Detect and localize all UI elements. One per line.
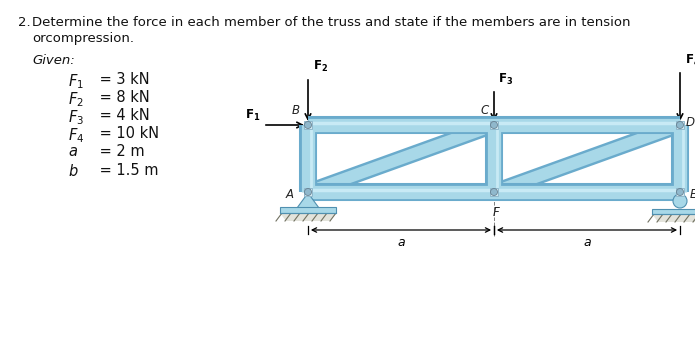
Text: Determine the force in each member of the truss and state if the members are in : Determine the force in each member of th… (32, 16, 630, 29)
Text: $\it{F}_4$: $\it{F}_4$ (68, 126, 84, 145)
Bar (652, 209, 695, 214)
Text: = 3 kN: = 3 kN (95, 72, 149, 87)
Text: = 2 m: = 2 m (95, 144, 145, 159)
Circle shape (491, 189, 498, 195)
Circle shape (304, 121, 311, 129)
Circle shape (673, 194, 687, 208)
Text: B: B (292, 104, 300, 117)
Text: $\mathbf{F_2}$: $\mathbf{F_2}$ (313, 59, 328, 74)
Text: $\it{a}$: $\it{a}$ (68, 144, 78, 159)
Bar (676, 121, 684, 129)
Text: $a$: $a$ (582, 236, 591, 249)
Text: $\it{F}_3$: $\it{F}_3$ (68, 108, 84, 127)
Text: $\mathbf{F_1}$: $\mathbf{F_1}$ (245, 108, 260, 123)
Text: $\it{F}_2$: $\it{F}_2$ (68, 90, 84, 109)
Text: = 10 kN: = 10 kN (95, 126, 159, 141)
Text: $\mathbf{F_3}$: $\mathbf{F_3}$ (498, 72, 513, 87)
Circle shape (304, 189, 311, 195)
Circle shape (676, 121, 683, 129)
Polygon shape (652, 214, 695, 222)
Text: D: D (686, 117, 695, 129)
Text: Given:: Given: (32, 54, 75, 67)
Text: 2.: 2. (18, 16, 31, 29)
Text: A: A (286, 187, 294, 201)
Text: C: C (481, 104, 489, 117)
Circle shape (676, 189, 683, 195)
Text: = 8 kN: = 8 kN (95, 90, 149, 105)
Bar (490, 188, 498, 196)
Bar (490, 121, 498, 129)
Bar (304, 121, 312, 129)
Circle shape (491, 121, 498, 129)
Text: $\it{b}$: $\it{b}$ (68, 163, 79, 179)
Text: $\it{F}_1$: $\it{F}_1$ (68, 72, 84, 91)
Text: = 1.5 m: = 1.5 m (95, 163, 158, 178)
Polygon shape (297, 193, 319, 208)
Text: $\mathbf{F_4}$: $\mathbf{F_4}$ (685, 53, 695, 68)
Text: F: F (493, 206, 500, 219)
Text: orcompression.: orcompression. (32, 32, 134, 45)
Text: $a$: $a$ (397, 236, 405, 249)
Bar (304, 188, 312, 196)
Bar (280, 207, 336, 213)
Text: E: E (690, 187, 695, 201)
Bar (676, 188, 684, 196)
Text: = 4 kN: = 4 kN (95, 108, 149, 123)
Polygon shape (280, 213, 336, 221)
